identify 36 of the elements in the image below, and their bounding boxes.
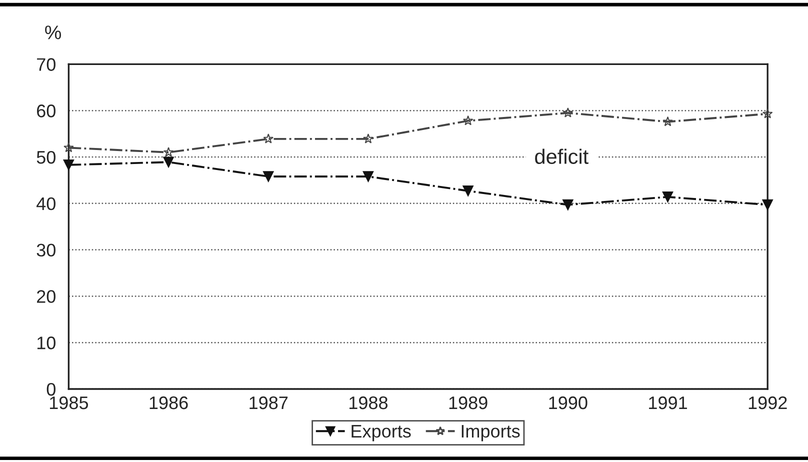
x-tick-label: 1986: [150, 396, 188, 410]
point: [762, 199, 773, 210]
point: [762, 108, 773, 118]
x-tick-label: 1988: [350, 396, 388, 410]
point: [662, 116, 673, 126]
point: [163, 146, 174, 157]
x-tick-label: 1985: [50, 396, 88, 410]
y-tick-label: 0: [46, 382, 56, 396]
y-tick-label: 40: [36, 197, 56, 210]
point: [263, 134, 274, 144]
x-tick-label: 1987: [250, 396, 288, 410]
y-tick-label: 60: [37, 104, 56, 118]
annotation: deficit: [535, 148, 588, 164]
y-tick-label: 20: [37, 290, 56, 303]
point: [362, 171, 374, 182]
y-tick-label: 70: [37, 58, 56, 71]
point: [562, 199, 574, 210]
x-tick-label: 1990: [549, 396, 588, 410]
point: [64, 142, 74, 152]
point: [363, 134, 374, 144]
point: [462, 186, 474, 196]
y-axis-title: %: [45, 26, 61, 40]
y-tick-label: 30: [36, 244, 56, 257]
legend-label: Exports: [352, 425, 411, 442]
point: [262, 171, 274, 182]
point: [163, 156, 174, 168]
x-tick-label: 1989: [449, 396, 488, 410]
point: [63, 160, 74, 170]
x-tick-label: 1991: [649, 396, 687, 410]
point: [662, 192, 674, 202]
point: [462, 115, 474, 126]
x-tick-label: 1992: [748, 396, 787, 410]
y-tick-label: 10: [37, 336, 56, 350]
legend-label: Imports: [462, 425, 520, 442]
y-tick-label: 50: [36, 150, 56, 164]
point: [562, 108, 574, 118]
